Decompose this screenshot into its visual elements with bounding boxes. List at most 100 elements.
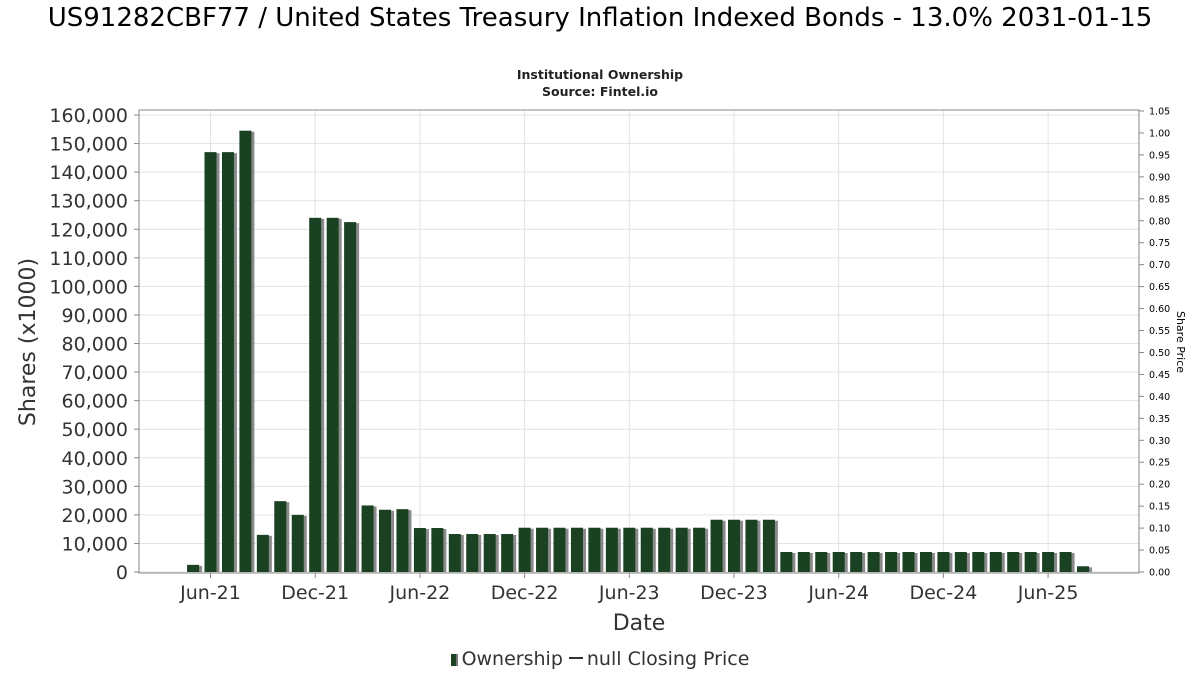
y2-tick-label: 0.50 bbox=[1149, 348, 1170, 359]
bar bbox=[1024, 552, 1040, 572]
y2-tick-label: 0.65 bbox=[1149, 282, 1170, 293]
bar-fill bbox=[1077, 566, 1089, 572]
bar-fill bbox=[832, 552, 845, 572]
bar bbox=[745, 519, 761, 572]
y2-tick-label: 0.10 bbox=[1149, 524, 1170, 535]
y2-tick-label: 1.00 bbox=[1149, 128, 1170, 139]
y2-tick-label: 0.80 bbox=[1149, 216, 1170, 227]
y2-tick-label: 0.60 bbox=[1149, 304, 1170, 315]
bar bbox=[413, 528, 429, 572]
bar bbox=[221, 152, 237, 572]
y-tick-label: 80,000 bbox=[62, 334, 128, 356]
bar bbox=[466, 534, 482, 572]
y-tick-label: 70,000 bbox=[62, 362, 128, 384]
bar bbox=[728, 519, 743, 572]
y2-tick-label: 0.85 bbox=[1149, 194, 1170, 205]
bar-fill bbox=[309, 217, 322, 572]
bar bbox=[989, 552, 1005, 572]
bar-fill bbox=[326, 217, 339, 572]
bar bbox=[570, 527, 586, 572]
x-tick-label: Jun-21 bbox=[179, 582, 241, 604]
bar bbox=[518, 527, 534, 572]
bar-fill bbox=[1059, 552, 1072, 572]
grid-lines bbox=[139, 110, 1139, 573]
bar-fill bbox=[675, 527, 688, 572]
bar-fill bbox=[221, 152, 234, 572]
bar-fill bbox=[501, 534, 514, 572]
bar-fill bbox=[902, 552, 915, 572]
bar bbox=[256, 534, 272, 572]
bar-fill bbox=[256, 534, 269, 572]
bar-fill bbox=[919, 552, 932, 572]
bar-fill bbox=[797, 552, 810, 572]
y2-tick-label: 0.05 bbox=[1149, 546, 1170, 557]
bar bbox=[762, 519, 778, 572]
bar bbox=[187, 564, 203, 572]
bar bbox=[204, 152, 220, 572]
y2-tick-label: 0.45 bbox=[1149, 370, 1170, 381]
x-tick-label: Dec-22 bbox=[491, 582, 559, 604]
y-tick-label: 140,000 bbox=[49, 162, 128, 184]
bar bbox=[937, 552, 953, 572]
bar bbox=[536, 527, 552, 572]
legend-price-swatch bbox=[568, 657, 583, 659]
bar-fill bbox=[204, 152, 217, 572]
bar bbox=[885, 552, 901, 572]
bar-fill bbox=[588, 527, 601, 572]
bar bbox=[483, 534, 499, 572]
bar bbox=[1007, 552, 1023, 572]
plot-frame bbox=[138, 109, 1140, 574]
bar-fill bbox=[396, 509, 409, 572]
y2-tick-label: 0.35 bbox=[1149, 414, 1170, 425]
bar-fill bbox=[536, 527, 549, 572]
bar-fill bbox=[483, 534, 496, 572]
bar-fill bbox=[570, 527, 583, 572]
bar-fill bbox=[344, 222, 357, 572]
y-tick-label: 150,000 bbox=[49, 134, 128, 156]
y-tick-label: 50,000 bbox=[62, 419, 128, 441]
bar bbox=[361, 505, 377, 572]
bar-fill bbox=[361, 505, 374, 572]
bar bbox=[274, 501, 290, 572]
bar-fill bbox=[989, 552, 1002, 572]
bar-fill bbox=[954, 552, 967, 572]
bar-fill bbox=[850, 552, 863, 572]
bar-fill bbox=[379, 509, 391, 572]
bar bbox=[815, 552, 831, 572]
y-tick-label: 30,000 bbox=[62, 476, 128, 498]
y2-tick-label: 0.95 bbox=[1149, 150, 1170, 161]
bar-fill bbox=[274, 501, 287, 572]
bar bbox=[919, 552, 935, 572]
bar-fill bbox=[239, 130, 252, 572]
bar bbox=[850, 552, 866, 572]
bar bbox=[431, 528, 447, 572]
y2-tick-label: 0.00 bbox=[1149, 568, 1170, 579]
bar-fill bbox=[623, 527, 636, 572]
y-tick-label: 100,000 bbox=[49, 276, 128, 298]
bar bbox=[797, 552, 813, 572]
bar bbox=[588, 527, 604, 572]
bar-series bbox=[187, 130, 1092, 572]
bar bbox=[693, 527, 709, 572]
x-tick-label: Dec-24 bbox=[909, 582, 977, 604]
bar-fill bbox=[885, 552, 898, 572]
bar-fill bbox=[605, 527, 618, 572]
y2-tick-label: 0.70 bbox=[1149, 260, 1170, 271]
bar-fill bbox=[640, 527, 653, 572]
bar bbox=[972, 552, 988, 572]
y-tick-label: 40,000 bbox=[62, 448, 128, 470]
bar bbox=[832, 552, 848, 572]
y2-tick-label: 0.55 bbox=[1149, 326, 1170, 337]
bar bbox=[1077, 566, 1092, 572]
bar-fill bbox=[693, 527, 706, 572]
y2-tick-label: 0.20 bbox=[1149, 480, 1170, 491]
bar-fill bbox=[1042, 552, 1055, 572]
x-axis-label: Date bbox=[613, 611, 666, 636]
y-tick-label: 120,000 bbox=[49, 219, 128, 241]
bar bbox=[780, 552, 796, 572]
y-tick-label: 90,000 bbox=[62, 305, 128, 327]
bar bbox=[710, 519, 726, 572]
bar-fill bbox=[291, 514, 304, 572]
y-tick-label: 20,000 bbox=[62, 505, 128, 527]
